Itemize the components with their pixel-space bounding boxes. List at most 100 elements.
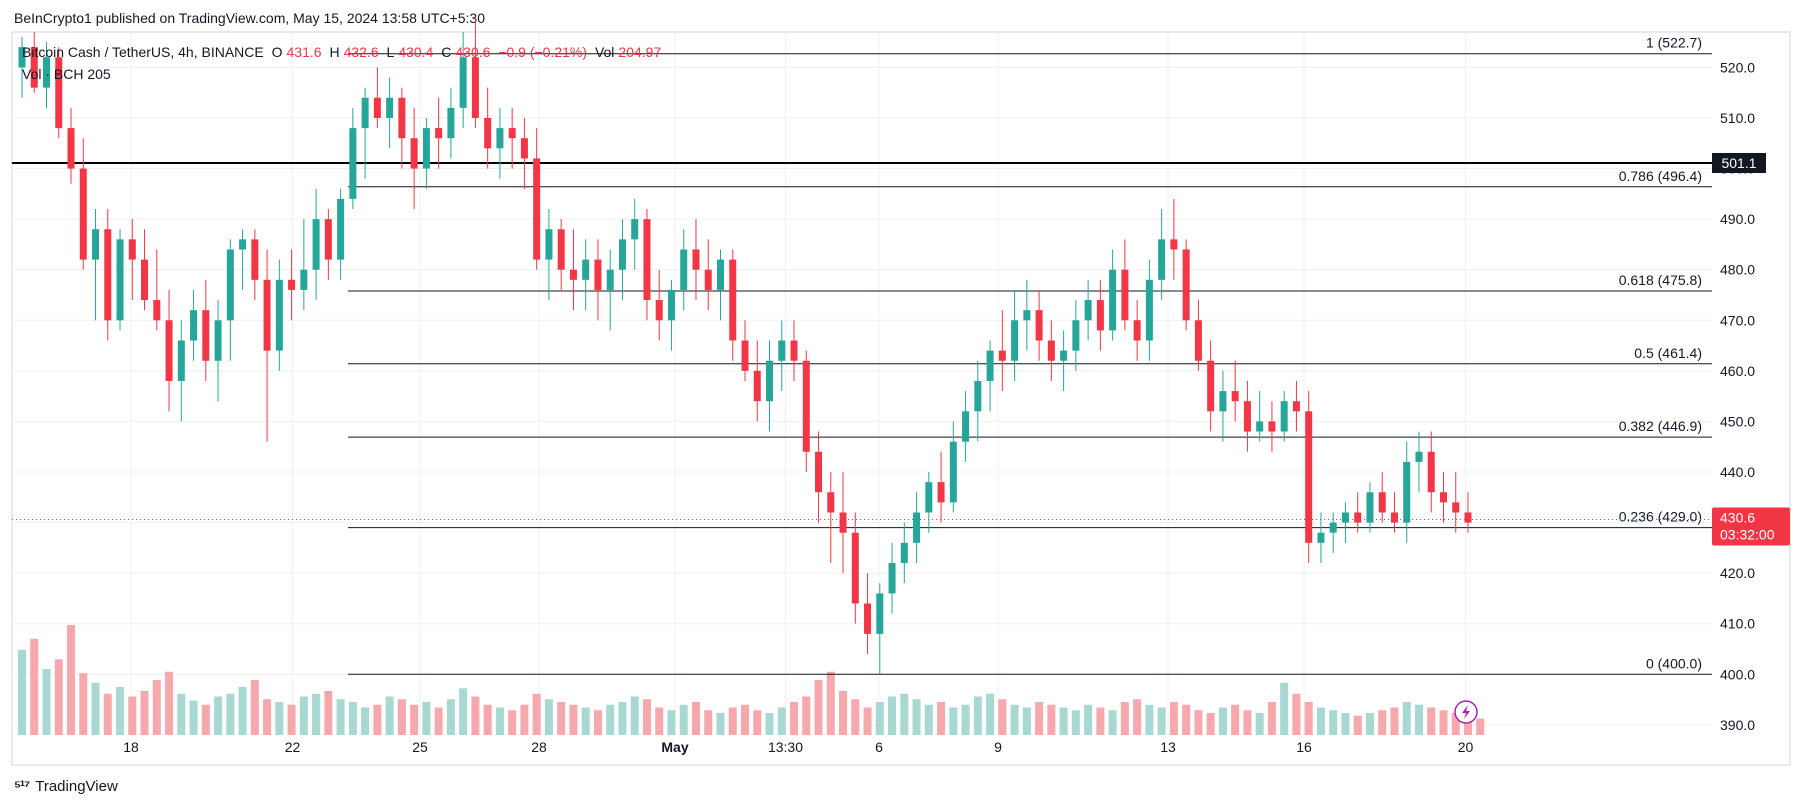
candle-body — [165, 320, 173, 381]
candle-body — [128, 239, 136, 260]
volume-bar — [1120, 702, 1129, 735]
candle-body — [937, 482, 945, 503]
x-tick-label: 25 — [412, 739, 428, 755]
candle-body — [667, 289, 675, 321]
volume-bar — [91, 682, 100, 735]
volume-bar — [165, 671, 174, 735]
y-tick-label: 510.0 — [1720, 110, 1755, 126]
candle-body — [410, 138, 418, 169]
x-tick-label: 22 — [285, 739, 301, 755]
volume-bar — [1402, 702, 1411, 735]
candle-body — [349, 128, 357, 199]
candle-body — [631, 219, 639, 240]
fib-level-label: 0.5 (461.4) — [1634, 345, 1702, 361]
volume-bar — [348, 702, 357, 735]
candle-body — [116, 239, 124, 321]
x-tick-label: May — [661, 739, 688, 755]
volume-bar — [642, 699, 651, 735]
volume-bar — [1145, 704, 1154, 735]
candle-body — [1035, 310, 1043, 341]
candle-body — [1292, 401, 1300, 412]
candle-body — [1341, 512, 1349, 523]
volume-bar — [1047, 704, 1056, 735]
volume-bar — [765, 713, 774, 735]
publisher-header: BeInCrypto1 published on TradingView.com… — [14, 10, 485, 26]
candle-body — [459, 57, 467, 108]
candle-body — [1280, 401, 1288, 432]
candle-body — [1268, 421, 1276, 432]
x-tick-label: 18 — [123, 739, 139, 755]
candle-body — [1452, 502, 1460, 513]
candle-body — [1464, 512, 1472, 523]
footer-brand[interactable]: ⁵¹⁷ TradingView — [14, 778, 118, 795]
candle-body — [1121, 269, 1129, 321]
candle-body — [422, 128, 430, 169]
candle-body — [92, 229, 100, 260]
legend-high-value: 432.6 — [343, 44, 379, 60]
volume-bar — [385, 696, 394, 735]
candle-body — [888, 563, 896, 594]
legend-symbol: Bitcoin Cash / TetherUS, 4h, BINANCE — [22, 44, 264, 60]
candle-body — [766, 360, 774, 402]
volume-bar — [1206, 713, 1215, 735]
volume-bar — [287, 704, 296, 735]
volume-bar — [888, 696, 897, 735]
volume-bar — [606, 704, 615, 735]
candle-body — [1207, 360, 1215, 412]
volume-bar — [54, 659, 63, 735]
y-tick-label: 410.0 — [1720, 616, 1755, 632]
volume-bar — [912, 699, 921, 735]
candle-body — [398, 97, 406, 139]
volume-bar — [1451, 713, 1460, 735]
volume-bar — [1365, 713, 1374, 735]
candle-body — [1145, 279, 1153, 341]
volume-bar — [691, 702, 700, 735]
volume-bar — [569, 704, 578, 735]
volume-bar — [618, 702, 627, 735]
volume-bar — [557, 702, 566, 735]
volume-bar — [373, 704, 382, 735]
candle-body — [582, 259, 590, 280]
volume-bar — [1071, 710, 1080, 735]
candle-body — [716, 259, 724, 290]
candle-body — [202, 310, 210, 361]
volume-bar — [226, 693, 235, 735]
volume-bar — [312, 693, 321, 735]
candle-body — [337, 198, 345, 260]
volume-bar — [361, 707, 370, 735]
candle-body — [239, 239, 247, 250]
candle-body — [361, 97, 369, 129]
y-tick-label: 470.0 — [1720, 312, 1755, 328]
candle-body — [43, 57, 51, 88]
volume-bar — [924, 704, 933, 735]
volume-bar — [630, 696, 639, 735]
legend-vol-value: 204.97 — [618, 44, 662, 60]
volume-bar — [1133, 699, 1142, 735]
volume-bar — [140, 691, 149, 735]
candle-body — [1390, 512, 1398, 523]
volume-bar — [532, 693, 541, 735]
volume-bar — [704, 710, 713, 735]
volume-bar — [18, 649, 26, 735]
volume-bar — [716, 713, 725, 735]
volume-bar — [1157, 707, 1166, 735]
volume-bar — [1218, 707, 1227, 735]
fib-level-label: 0 (400.0) — [1646, 655, 1702, 671]
candle-body — [876, 593, 884, 634]
volume-bar — [1353, 715, 1362, 735]
last-price-tag — [1712, 507, 1790, 546]
candle-body — [1096, 300, 1104, 331]
volume-bar — [1476, 718, 1485, 735]
y-tick-label: 520.0 — [1720, 59, 1755, 75]
y-tick-label: 460.0 — [1720, 363, 1755, 379]
x-tick-label: 13 — [1160, 739, 1176, 755]
candle-body — [1329, 522, 1337, 533]
candle-body — [324, 219, 332, 260]
volume-bar — [1059, 707, 1068, 735]
candle-body — [778, 340, 786, 361]
candle-body — [1011, 320, 1019, 361]
volume-bar — [1414, 704, 1423, 735]
candle-body — [386, 97, 394, 118]
candle-body — [373, 97, 381, 118]
